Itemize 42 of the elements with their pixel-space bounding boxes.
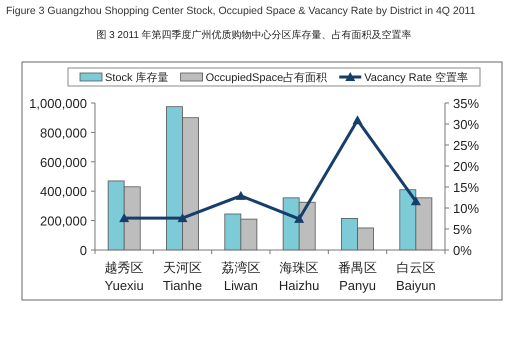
legend-label: OccupiedSpace占有面积: [206, 71, 328, 84]
y-tick-label: 400,000: [40, 184, 87, 200]
x-tick-label: 荔湾区 Liwan: [221, 260, 260, 293]
y-tick-label: 200,000: [40, 214, 87, 229]
y2-tick-label: 30%: [453, 117, 480, 132]
bar: [341, 218, 358, 250]
bar: [399, 189, 416, 250]
legend-label: Stock 库存量: [105, 71, 169, 84]
y2-tick-label: 35%: [453, 96, 480, 111]
bar: [108, 180, 125, 250]
y2-tick-label: 20%: [453, 159, 480, 174]
x-tick-label: 番禺区 Panyu: [338, 260, 377, 293]
bar: [282, 197, 300, 250]
bar: [224, 214, 242, 250]
point: [294, 214, 304, 223]
point: [119, 213, 130, 222]
x-tick-label: 白云区 Baiyun: [396, 260, 436, 293]
point: [178, 213, 188, 222]
bar: [415, 197, 432, 250]
x-tick-label: 天河区 Tianhe: [162, 260, 202, 293]
y2-tick-label: 15%: [453, 180, 480, 195]
bar: [357, 228, 374, 250]
point: [352, 115, 362, 124]
y2-tick-label: 0%: [453, 243, 472, 258]
bar: [124, 186, 141, 250]
bar: [240, 218, 258, 250]
y-tick-label: 1,000,000: [29, 96, 87, 111]
bar: [166, 106, 183, 250]
x-tick-label: 海珠区 Haizhu: [278, 260, 320, 293]
x-tick-label: 越秀区 Yuexiu: [104, 260, 144, 293]
y2-tick-label: 25%: [453, 138, 480, 153]
legend-label: Vacancy Rate 空置率: [364, 71, 468, 84]
chart-title: Figure 3 Guangzhou Shopping Center Stock, Occupied Space & Vacancy Rate by District in 4Q 2011: [6, 5, 476, 17]
y-tick-label: 600,000: [40, 154, 87, 170]
point: [410, 196, 421, 206]
y-tick-label: 800,000: [40, 125, 87, 140]
chart-subtitle: 图 3 2011 年第四季度广州优质购物中心分区库存量、占有面积及空置率: [96, 29, 412, 41]
bar: [182, 117, 199, 250]
y-tick-label: 0: [80, 243, 87, 258]
y2-tick-label: 10%: [453, 201, 480, 216]
point: [236, 190, 246, 200]
y2-tick-label: 5%: [453, 222, 472, 237]
